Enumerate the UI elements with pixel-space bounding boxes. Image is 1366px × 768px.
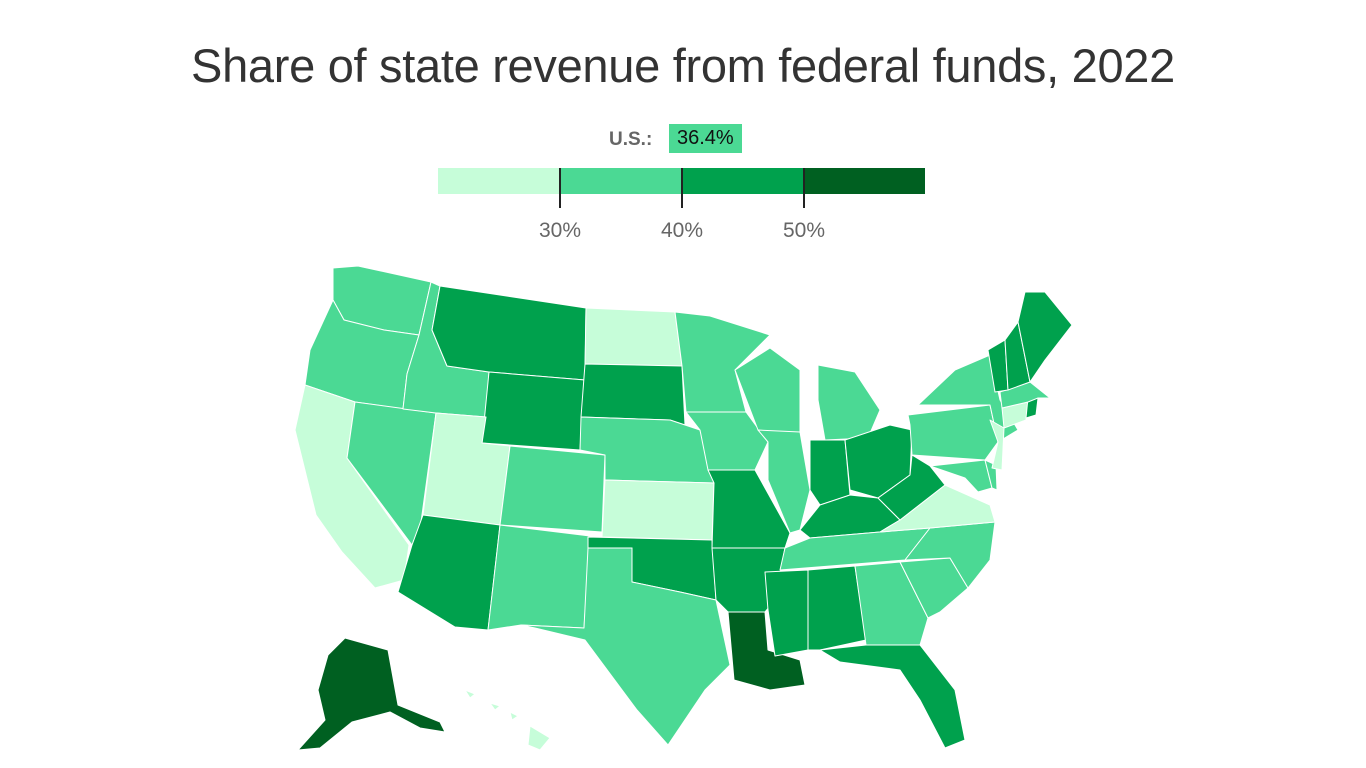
legend-bin-50-plus [803, 168, 925, 194]
state-alabama[interactable]: Alabama [807, 565, 867, 651]
state-north-dakota[interactable]: North Dakota [584, 307, 683, 367]
state-minnesota[interactable]: Minnesota [674, 311, 771, 413]
state-pennsylvania[interactable]: Pennsylvania [907, 404, 999, 461]
state-south-dakota[interactable]: South Dakota [580, 363, 686, 426]
legend-bin-under-30 [438, 168, 559, 194]
state-louisiana[interactable]: Louisiana [727, 611, 806, 691]
state-georgia[interactable]: Georgia [854, 561, 929, 646]
legend-bin-40-50 [681, 168, 803, 194]
national-label: U.S.: [609, 129, 653, 150]
state-new-mexico[interactable]: New Mexico [487, 524, 591, 631]
state-hawaii[interactable]: Hawaii [464, 689, 551, 751]
state-florida[interactable]: Florida [819, 644, 966, 749]
state-texas[interactable]: Texas [520, 547, 731, 746]
state-montana[interactable]: Montana [431, 285, 587, 381]
legend-tick-30 [559, 168, 561, 208]
legend-bin-30-40 [559, 168, 681, 194]
state-maine[interactable]: Maine [1017, 291, 1073, 383]
state-kansas[interactable]: Kansas [601, 479, 715, 541]
chart-title: Share of state revenue from federal fund… [191, 39, 1175, 92]
state-wyoming[interactable]: Wyoming [481, 371, 586, 451]
state-colorado[interactable]: Colorado [499, 445, 606, 533]
legend-label-30: 30% [538, 219, 582, 242]
state-alaska[interactable]: Alaska [297, 637, 446, 751]
legend-label-50: 50% [782, 219, 826, 242]
state-indiana[interactable]: Indiana [809, 439, 851, 506]
state-illinois[interactable]: Illinois [757, 429, 811, 534]
state-new-jersey[interactable]: New Jersey [989, 419, 1005, 471]
legend-tick-40 [681, 168, 683, 208]
state-wisconsin[interactable]: Wisconsin [734, 347, 801, 441]
legend-tick-50 [803, 168, 805, 208]
national-value-badge: 36.4% [669, 124, 742, 153]
color-legend [438, 168, 925, 194]
legend-label-40: 40% [660, 219, 704, 242]
state-michigan[interactable]: Michigan [817, 364, 881, 441]
state-maryland[interactable]: Maryland [929, 459, 993, 493]
state-mississippi[interactable]: Mississippi [764, 569, 809, 657]
